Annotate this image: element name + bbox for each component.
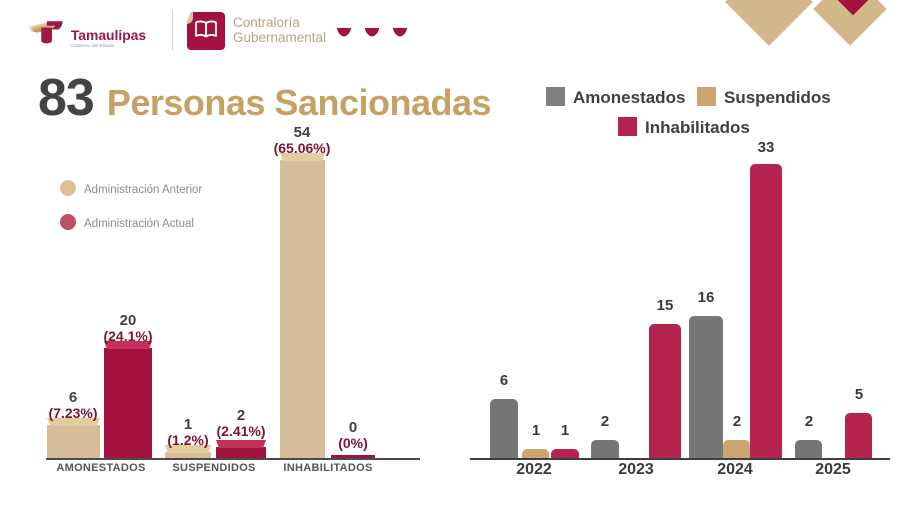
svg-text:Tamaulipas: Tamaulipas	[71, 27, 147, 43]
svg-text:Gobierno del Estado: Gobierno del Estado	[71, 43, 114, 49]
